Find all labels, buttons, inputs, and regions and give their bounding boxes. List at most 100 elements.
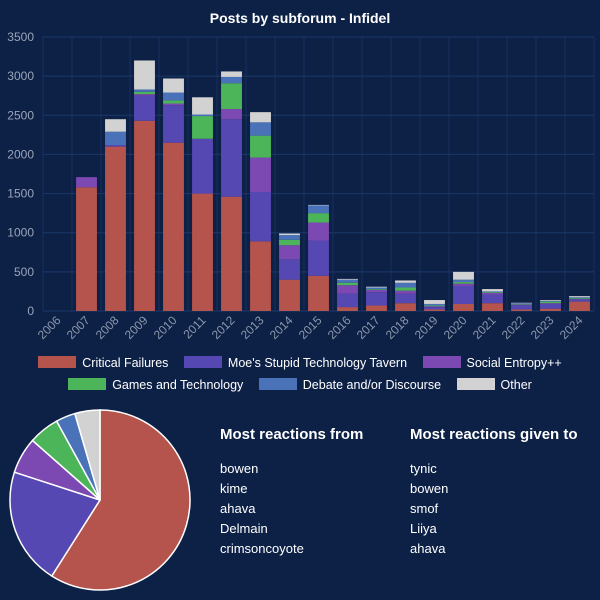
bar-segment[interactable] <box>540 303 561 309</box>
bar-segment[interactable] <box>279 239 300 246</box>
user-item[interactable]: ahava <box>220 501 256 516</box>
bar-segment[interactable] <box>192 193 213 311</box>
bar-segment[interactable] <box>337 278 358 280</box>
bar-segment[interactable] <box>395 290 416 294</box>
bar-segment[interactable] <box>569 301 590 311</box>
bar-segment[interactable] <box>453 282 474 284</box>
bar-segment[interactable] <box>163 105 184 143</box>
user-item[interactable]: smof <box>410 501 439 516</box>
bar-segment[interactable] <box>366 289 387 293</box>
bar-segment[interactable] <box>279 279 300 311</box>
bar-segment[interactable] <box>482 303 503 311</box>
bar-segment[interactable] <box>337 282 358 286</box>
bar-segment[interactable] <box>221 71 242 77</box>
user-item[interactable]: bowen <box>220 461 259 476</box>
bar-segment[interactable] <box>482 292 503 295</box>
bar-segment[interactable] <box>250 112 271 123</box>
bar-segment[interactable] <box>453 279 474 283</box>
bar-segment[interactable] <box>308 222 329 241</box>
bar-segment[interactable] <box>395 280 416 283</box>
bar-segment[interactable] <box>366 287 387 290</box>
bar-segment[interactable] <box>308 240 329 276</box>
bar-segment[interactable] <box>250 157 271 193</box>
bar-segment[interactable] <box>221 109 242 120</box>
bar-segment[interactable] <box>540 303 561 304</box>
bar-segment[interactable] <box>424 307 445 310</box>
bar-segment[interactable] <box>192 116 213 139</box>
bar-segment[interactable] <box>105 145 126 147</box>
bar-segment[interactable] <box>540 300 561 301</box>
bar-segment[interactable] <box>424 305 445 307</box>
pie-slice[interactable] <box>50 409 191 591</box>
bar-segment[interactable] <box>424 300 445 304</box>
bar-segment[interactable] <box>221 119 242 197</box>
bar-segment[interactable] <box>482 289 503 292</box>
bar-segment[interactable] <box>511 303 532 304</box>
legend-item-debate-discourse[interactable]: Debate and/or Discourse <box>258 374 441 396</box>
legend-item-critical-failures[interactable]: Critical Failures <box>38 352 168 374</box>
user-item[interactable]: tynic <box>410 461 437 476</box>
bar-segment[interactable] <box>134 89 155 92</box>
bar-segment[interactable] <box>250 192 271 242</box>
bar-segment[interactable] <box>395 303 416 311</box>
bar-segment[interactable] <box>366 289 387 290</box>
bar-segment[interactable] <box>308 204 329 206</box>
legend-item-games-technology[interactable]: Games and Technology <box>68 374 243 396</box>
bar-segment[interactable] <box>105 146 126 311</box>
bar-segment[interactable] <box>424 306 445 308</box>
bar-segment[interactable] <box>308 213 329 223</box>
bar-segment[interactable] <box>76 177 97 188</box>
bar-segment[interactable] <box>163 103 184 106</box>
bar-segment[interactable] <box>221 76 242 84</box>
bar-segment[interactable] <box>453 303 474 311</box>
bar-segment[interactable] <box>250 122 271 136</box>
bar-segment[interactable] <box>163 142 184 311</box>
bar-segment[interactable] <box>511 309 532 311</box>
legend-item-moes-tavern[interactable]: Moe's Stupid Technology Tavern <box>183 352 407 374</box>
bar-segment[interactable] <box>453 283 474 286</box>
bar-segment[interactable] <box>511 304 532 305</box>
bar-segment[interactable] <box>221 83 242 110</box>
pie-slice[interactable] <box>9 471 102 578</box>
bar-segment[interactable] <box>569 298 590 300</box>
bar-segment[interactable] <box>540 301 561 304</box>
bar-segment[interactable] <box>308 275 329 311</box>
bar-segment[interactable] <box>337 307 358 311</box>
bar-segment[interactable] <box>511 303 532 305</box>
bar-segment[interactable] <box>279 235 300 240</box>
bar-segment[interactable] <box>511 302 532 304</box>
bar-segment[interactable] <box>105 131 126 146</box>
bar-segment[interactable] <box>134 91 155 95</box>
bar-segment[interactable] <box>569 299 590 302</box>
bar-segment[interactable] <box>540 308 561 311</box>
bar-segment[interactable] <box>395 282 416 288</box>
bar-segment[interactable] <box>395 293 416 304</box>
legend-item-other[interactable]: Other <box>456 374 532 396</box>
bar-segment[interactable] <box>395 287 416 291</box>
bar-segment[interactable] <box>482 291 503 293</box>
bar-segment[interactable] <box>250 241 271 311</box>
bar-segment[interactable] <box>192 138 213 194</box>
bar-segment[interactable] <box>337 293 358 308</box>
bar-segment[interactable] <box>453 285 474 304</box>
bar-segment[interactable] <box>163 100 184 104</box>
user-item[interactable]: bowen <box>410 481 449 496</box>
bar-segment[interactable] <box>221 196 242 311</box>
bar-segment[interactable] <box>366 292 387 306</box>
bar-segment[interactable] <box>192 97 213 115</box>
user-item[interactable]: ahava <box>410 541 446 556</box>
bar-segment[interactable] <box>569 298 590 299</box>
bar-segment[interactable] <box>308 205 329 214</box>
bar-segment[interactable] <box>540 300 561 302</box>
bar-segment[interactable] <box>424 309 445 311</box>
bar-segment[interactable] <box>511 304 532 310</box>
bar-segment[interactable] <box>569 297 590 299</box>
bar-segment[interactable] <box>192 114 213 117</box>
bar-segment[interactable] <box>453 271 474 280</box>
bar-segment[interactable] <box>76 187 97 311</box>
bar-segment[interactable] <box>134 94 155 96</box>
bar-segment[interactable] <box>366 305 387 311</box>
bar-segment[interactable] <box>134 60 155 90</box>
bar-segment[interactable] <box>337 285 358 294</box>
bar-segment[interactable] <box>163 92 184 101</box>
